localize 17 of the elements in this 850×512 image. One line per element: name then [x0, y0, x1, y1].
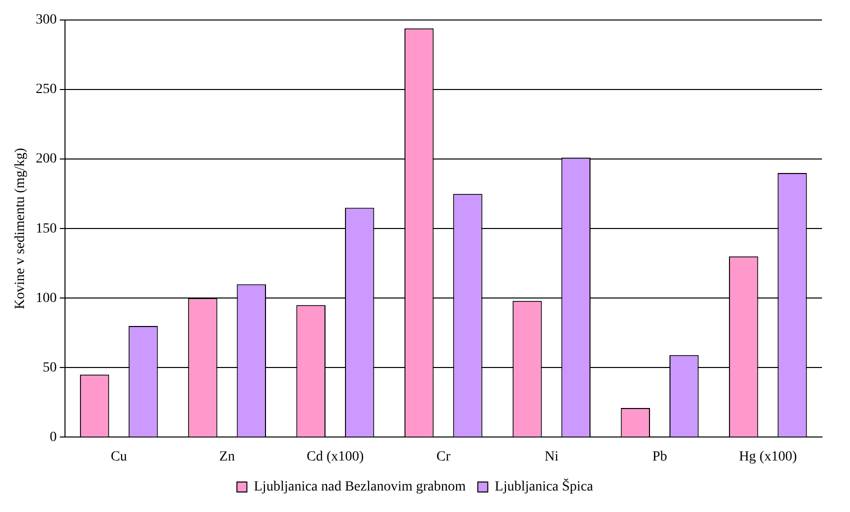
- x-tick-label: Cr: [436, 449, 451, 464]
- legend-label: Ljubljanica nad Bezlanovim grabnom: [254, 480, 466, 495]
- x-tick-label: Cd (x100): [306, 449, 364, 464]
- x-tick-label: Hg (x100): [738, 449, 798, 464]
- y-tick-label: 250: [36, 82, 57, 98]
- x-tick-label: Pb: [652, 449, 668, 464]
- legend-label: Ljubljanica Špica: [494, 478, 594, 495]
- y-tick-label: 0: [50, 430, 57, 445]
- y-axis-title: Kovine v sedimentu (mg/kg): [13, 148, 28, 310]
- x-tick-label: Cu: [110, 449, 128, 464]
- y-tick-label: 100: [36, 290, 57, 306]
- y-tick-label: 150: [36, 221, 57, 236]
- y-tick-label: 200: [36, 152, 57, 167]
- x-tick-label: Zn: [219, 449, 235, 464]
- x-tick-label: Ni: [544, 449, 559, 464]
- y-tick-label: 300: [36, 12, 57, 28]
- y-tick-label: 50: [42, 360, 57, 376]
